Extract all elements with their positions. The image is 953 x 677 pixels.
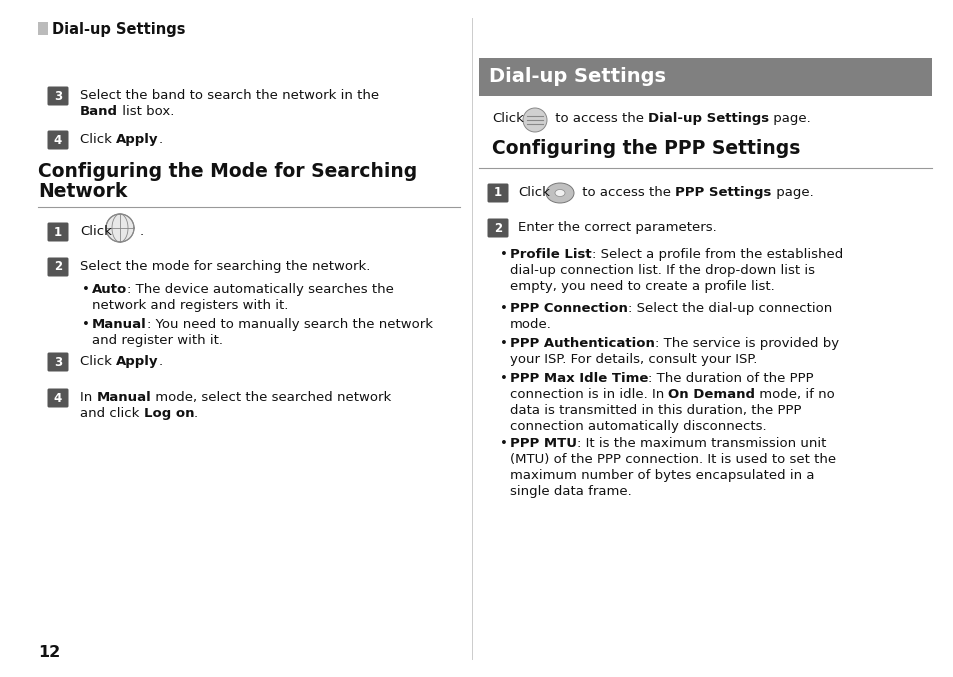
Text: .: . [158, 133, 163, 146]
FancyBboxPatch shape [487, 183, 508, 202]
Text: Enter the correct parameters.: Enter the correct parameters. [517, 221, 716, 234]
Text: mode.: mode. [510, 318, 551, 331]
Text: connection is in idle. In: connection is in idle. In [510, 388, 668, 401]
FancyBboxPatch shape [48, 353, 69, 372]
Text: Dial-up Settings: Dial-up Settings [648, 112, 768, 125]
Ellipse shape [555, 190, 564, 196]
Text: •: • [499, 248, 507, 261]
Text: In: In [80, 391, 96, 404]
Text: PPP MTU: PPP MTU [510, 437, 577, 450]
Text: Manual: Manual [91, 318, 147, 331]
Text: Log on: Log on [144, 407, 193, 420]
Text: : Select the dial-up connection: : Select the dial-up connection [627, 302, 831, 315]
Text: network and registers with it.: network and registers with it. [91, 299, 288, 312]
FancyBboxPatch shape [487, 219, 508, 238]
Text: 3: 3 [54, 355, 62, 368]
Text: Configuring the PPP Settings: Configuring the PPP Settings [492, 139, 800, 158]
Text: page.: page. [771, 186, 813, 199]
Text: Click: Click [492, 112, 523, 125]
Text: your ISP. For details, consult your ISP.: your ISP. For details, consult your ISP. [510, 353, 757, 366]
Text: Band: Band [80, 105, 118, 118]
Bar [38, 22, 48, 35]
Text: 12: 12 [38, 645, 60, 660]
Text: Auto: Auto [91, 283, 127, 296]
Text: 4: 4 [53, 133, 62, 146]
Text: : You need to manually search the network: : You need to manually search the networ… [147, 318, 433, 331]
Text: Click: Click [517, 186, 549, 199]
Text: : Select a profile from the established: : Select a profile from the established [591, 248, 842, 261]
Text: .: . [140, 225, 144, 238]
Text: •: • [499, 302, 507, 315]
Text: •: • [499, 372, 507, 385]
FancyBboxPatch shape [48, 131, 69, 150]
Text: list box.: list box. [118, 105, 174, 118]
Text: Dial-up Settings: Dial-up Settings [52, 22, 185, 37]
Text: 1: 1 [54, 225, 62, 238]
Text: 3: 3 [54, 89, 62, 102]
Text: Apply: Apply [116, 355, 158, 368]
Circle shape [106, 214, 133, 242]
FancyBboxPatch shape [48, 87, 69, 106]
Text: •: • [82, 283, 90, 296]
Text: Dial-up Settings: Dial-up Settings [489, 68, 665, 87]
Text: : The service is provided by: : The service is provided by [654, 337, 838, 350]
Text: : It is the maximum transmission unit: : It is the maximum transmission unit [577, 437, 825, 450]
Text: to access the: to access the [578, 186, 675, 199]
Text: single data frame.: single data frame. [510, 485, 631, 498]
FancyBboxPatch shape [48, 223, 69, 242]
Text: mode, select the searched network: mode, select the searched network [152, 391, 391, 404]
Text: 1: 1 [494, 186, 501, 200]
Text: 2: 2 [54, 261, 62, 274]
Text: •: • [82, 318, 90, 331]
Text: (MTU) of the PPP connection. It is used to set the: (MTU) of the PPP connection. It is used … [510, 453, 835, 466]
Text: PPP Settings: PPP Settings [675, 186, 771, 199]
Ellipse shape [545, 183, 574, 203]
Text: Click: Click [80, 225, 112, 238]
Text: On Demand: On Demand [668, 388, 755, 401]
Text: Profile List: Profile List [510, 248, 591, 261]
Text: connection automatically disconnects.: connection automatically disconnects. [510, 420, 766, 433]
Text: empty, you need to create a profile list.: empty, you need to create a profile list… [510, 280, 774, 293]
Bar [478, 58, 931, 96]
Text: Configuring the Mode for Searching: Configuring the Mode for Searching [38, 162, 416, 181]
Text: Click: Click [80, 133, 116, 146]
Text: •: • [499, 437, 507, 450]
FancyBboxPatch shape [48, 257, 69, 276]
Text: dial-up connection list. If the drop-down list is: dial-up connection list. If the drop-dow… [510, 264, 814, 277]
Text: PPP Authentication: PPP Authentication [510, 337, 654, 350]
Text: Click: Click [80, 355, 116, 368]
Text: 2: 2 [494, 221, 501, 234]
Text: Select the band to search the network in the: Select the band to search the network in… [80, 89, 378, 102]
Text: data is transmitted in this duration, the PPP: data is transmitted in this duration, th… [510, 404, 801, 417]
Text: Network: Network [38, 182, 128, 201]
Text: PPP Max Idle Time: PPP Max Idle Time [510, 372, 648, 385]
Circle shape [522, 108, 546, 132]
Text: Select the mode for searching the network.: Select the mode for searching the networ… [80, 260, 370, 273]
Text: 4: 4 [53, 391, 62, 404]
FancyBboxPatch shape [48, 389, 69, 408]
Text: •: • [499, 337, 507, 350]
Text: Apply: Apply [116, 133, 158, 146]
Text: maximum number of bytes encapsulated in a: maximum number of bytes encapsulated in … [510, 469, 814, 482]
Text: Manual: Manual [96, 391, 152, 404]
Text: : The device automatically searches the: : The device automatically searches the [127, 283, 394, 296]
Text: .: . [193, 407, 198, 420]
Text: PPP Connection: PPP Connection [510, 302, 627, 315]
Text: : The duration of the PPP: : The duration of the PPP [648, 372, 813, 385]
Text: to access the: to access the [551, 112, 648, 125]
Text: page.: page. [768, 112, 810, 125]
Text: and register with it.: and register with it. [91, 334, 223, 347]
Text: .: . [158, 355, 163, 368]
Text: mode, if no: mode, if no [755, 388, 835, 401]
Text: and click: and click [80, 407, 144, 420]
